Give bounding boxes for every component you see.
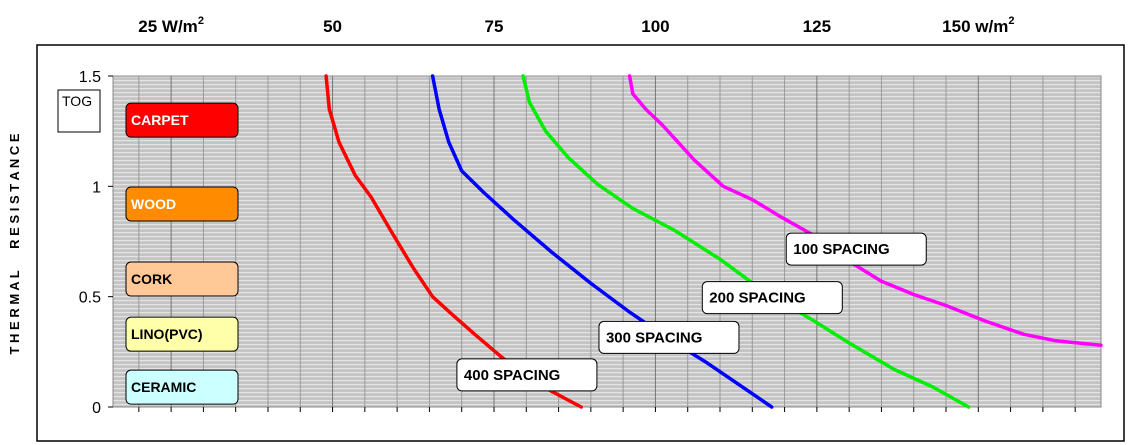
curve-label: 400 SPACING bbox=[456, 358, 598, 392]
y-axis-title: T H E R M A L R E S I S T A N C E bbox=[7, 133, 22, 354]
material-label: CORK bbox=[125, 261, 239, 297]
curve-label: 100 SPACING bbox=[785, 232, 927, 266]
material-label: LINO(PVC) bbox=[125, 316, 239, 352]
unit-box-frame bbox=[57, 89, 101, 133]
curve-labels: 400 SPACING 300 SPACING 200 SPACING 100 SPA… bbox=[456, 232, 927, 392]
x-tick-label: 50 bbox=[323, 17, 342, 36]
material-swatch bbox=[125, 102, 239, 138]
y-tick-label: 1 bbox=[92, 179, 101, 196]
material-swatch bbox=[125, 261, 239, 297]
material-label: CARPET bbox=[125, 102, 239, 138]
material-swatch bbox=[125, 186, 239, 222]
material-text: LINO(PVC) bbox=[131, 326, 203, 342]
top-x-axis: 25 W/m2 50 75 100 125 150 w/m2 bbox=[138, 15, 1014, 36]
curve-label-text: 200 SPACING bbox=[709, 290, 805, 307]
series-line bbox=[430, 74, 774, 409]
curve-label: 300 SPACING bbox=[598, 320, 740, 354]
curve-label-text: 300 SPACING bbox=[606, 329, 702, 346]
material-text: CARPET bbox=[131, 112, 189, 128]
x-tick-label: 150 w/m2 bbox=[942, 15, 1014, 36]
unit-label: TOG bbox=[62, 93, 92, 109]
curve-label-box bbox=[456, 358, 598, 392]
material-label: CERAMIC bbox=[125, 369, 239, 405]
x-tick-label: 125 bbox=[803, 17, 831, 36]
material-text: WOOD bbox=[131, 196, 176, 212]
material-label: WOOD bbox=[125, 186, 239, 222]
x-tick-label: 100 bbox=[641, 17, 669, 36]
plot-area bbox=[112, 75, 1102, 408]
material-swatch bbox=[125, 316, 239, 352]
y-axis-title-text: T H E R M A L R E S I S T A N C E bbox=[7, 133, 22, 354]
material-text: CORK bbox=[131, 271, 172, 287]
curve-label-box bbox=[785, 232, 927, 266]
series-line bbox=[521, 74, 971, 409]
curve-label-box bbox=[701, 281, 843, 315]
y-tick-label: 0.5 bbox=[79, 290, 101, 307]
x-tick-label: 25 W/m2 bbox=[138, 15, 204, 36]
y-axis: 0 0.5 1 1.5 bbox=[79, 69, 113, 417]
x-tick-label: 75 bbox=[485, 17, 504, 36]
curve-label-box bbox=[598, 320, 740, 354]
curve-label: 200 SPACING bbox=[701, 281, 843, 315]
y-tick-label: 1.5 bbox=[79, 69, 101, 86]
material-swatch bbox=[125, 369, 239, 405]
y-unit-box: TOG bbox=[57, 89, 101, 133]
material-labels: CARPET WOOD CORK LINO(PVC) CERAMIC bbox=[125, 102, 239, 405]
curve-label-text: 400 SPACING bbox=[464, 367, 560, 384]
y-tick-label: 0 bbox=[92, 400, 101, 417]
curve-label-text: 100 SPACING bbox=[793, 241, 889, 258]
material-text: CERAMIC bbox=[131, 379, 196, 395]
